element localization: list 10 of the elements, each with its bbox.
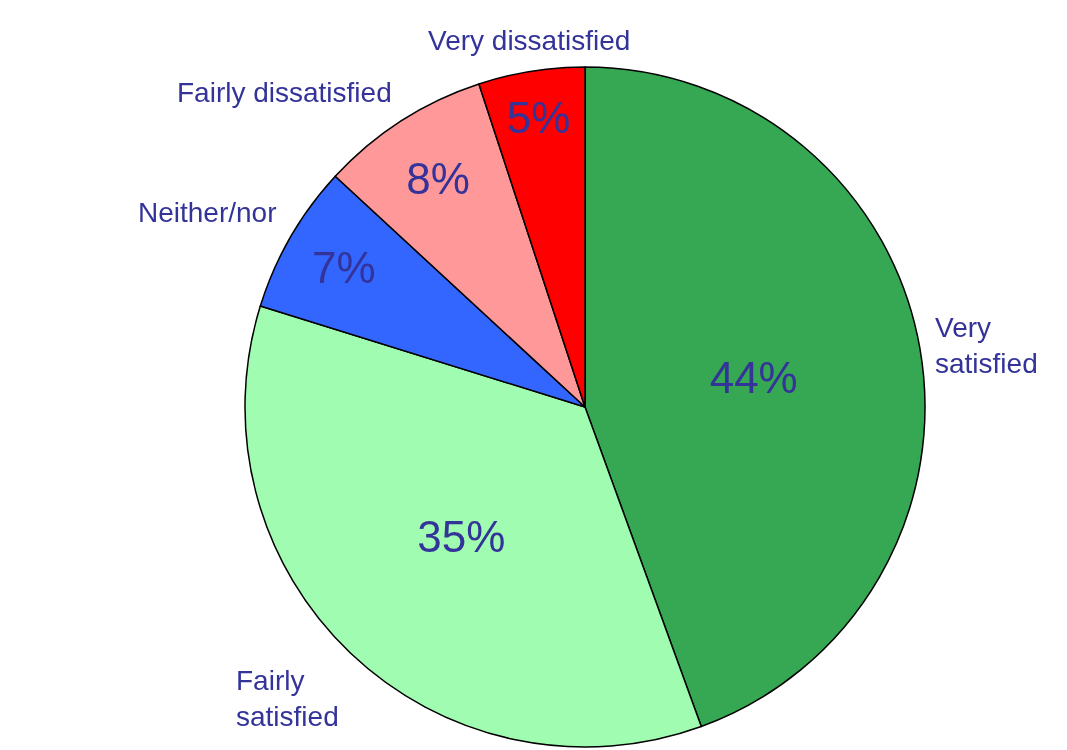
data-label: 8% <box>406 153 470 203</box>
data-label: 7% <box>311 243 376 293</box>
slice-label: Fairly dissatisfied <box>177 77 392 108</box>
data-label: 35% <box>417 512 506 562</box>
slice-label: Very dissatisfied <box>428 25 631 56</box>
slice-label: Neither/nor <box>138 197 277 228</box>
slice-label: Very satisfied <box>935 312 1038 380</box>
slice-label: Fairly satisfied <box>236 665 339 733</box>
data-label: 44% <box>709 352 798 402</box>
data-label: 5% <box>506 92 571 142</box>
